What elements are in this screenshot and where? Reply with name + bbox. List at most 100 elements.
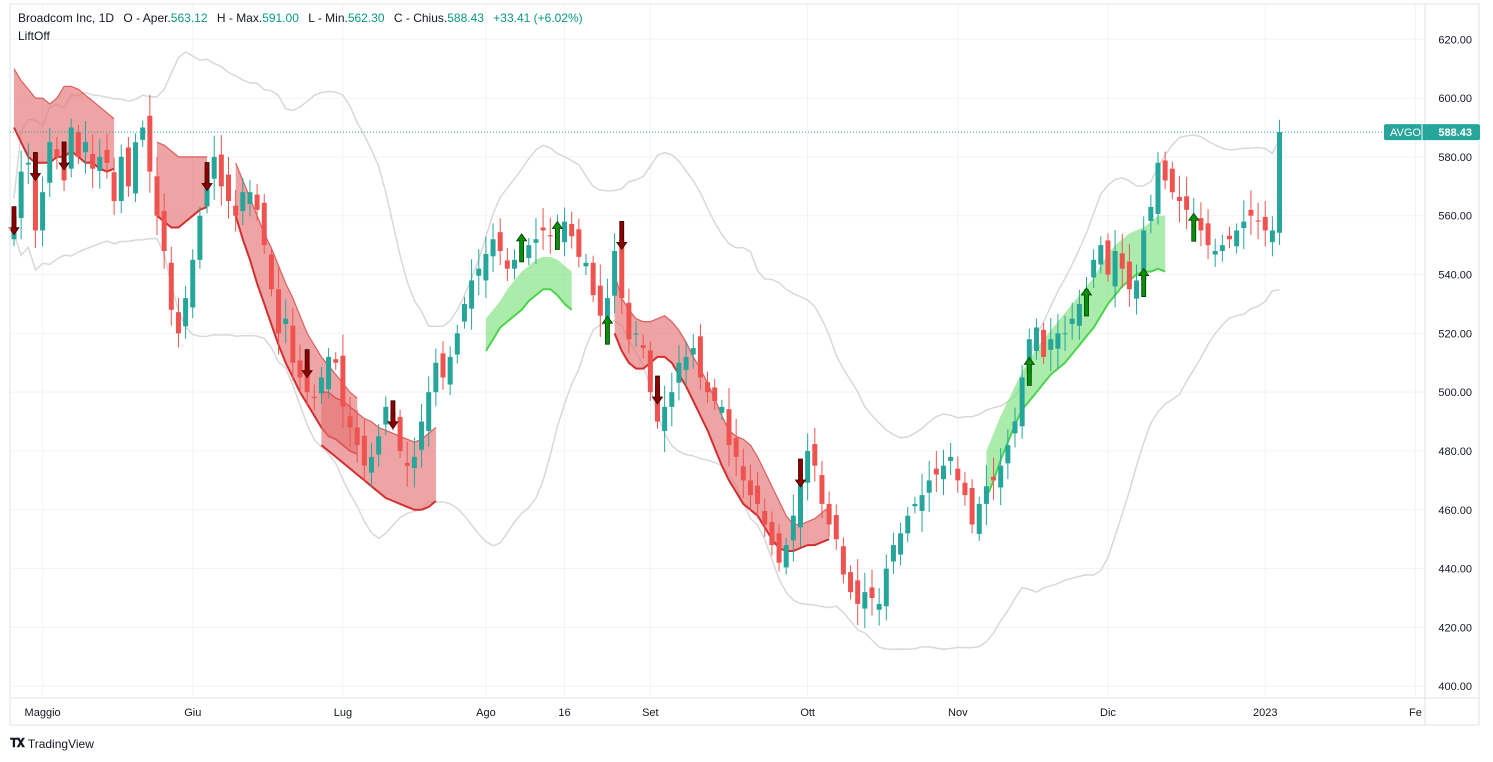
candle [705, 371, 711, 403]
candle [876, 588, 882, 626]
candle [433, 348, 439, 407]
candle-body [726, 409, 732, 446]
candle [297, 344, 303, 394]
indicator-name[interactable]: LiftOff [18, 29, 50, 43]
candle [1126, 243, 1132, 307]
candle [1119, 233, 1125, 289]
high-label: H [216, 11, 226, 25]
candle-body [461, 303, 467, 322]
candle-body [855, 580, 861, 604]
candle [948, 442, 954, 476]
candle [576, 218, 582, 268]
bollinger-upper [13, 51, 1281, 439]
candle-body [919, 495, 925, 511]
candle [25, 143, 31, 184]
candle-body [1162, 160, 1168, 181]
candle-body [1012, 421, 1018, 434]
candle-body [1055, 333, 1061, 349]
candle-body [175, 312, 181, 334]
tradingview-logo[interactable]: 𝐓𝐗 TradingView [10, 736, 94, 751]
symbol-name[interactable]: Broadcom Inc [18, 11, 93, 25]
candle [404, 441, 410, 487]
red-band-top [13, 68, 115, 120]
candle-body [1212, 251, 1218, 255]
candle-body [540, 227, 546, 231]
candle-body [140, 127, 146, 140]
candle-body [626, 302, 632, 340]
candle [1184, 176, 1190, 230]
candle-body [1091, 259, 1097, 278]
candle [1062, 315, 1068, 351]
candle-body [447, 356, 453, 385]
candle [998, 448, 1004, 506]
candle-body [1262, 216, 1268, 231]
candle [755, 471, 761, 519]
candle-body [118, 156, 124, 202]
candle-body [562, 221, 568, 243]
candle [697, 323, 703, 390]
candle-body [790, 515, 796, 541]
candle-body [347, 416, 353, 428]
candle [776, 524, 782, 572]
candle [569, 211, 575, 249]
candle [912, 496, 918, 514]
candle [90, 134, 96, 189]
candle-body [83, 142, 88, 153]
candle-body [705, 382, 711, 393]
y-tick-label: 580.00 [1438, 152, 1472, 164]
candle [183, 285, 189, 339]
candle [676, 345, 682, 401]
interval[interactable]: 1D [98, 11, 115, 25]
candle-body [662, 406, 668, 431]
candle-body [1234, 230, 1240, 247]
candle-body [697, 336, 703, 378]
candle [190, 249, 196, 319]
candle [1219, 234, 1225, 262]
y-tick-label: 540.00 [1438, 270, 1472, 282]
candle-body [762, 510, 768, 525]
candle-body [25, 162, 31, 165]
candle-body [1148, 206, 1154, 222]
candle-body [1126, 261, 1132, 290]
candle [254, 183, 260, 221]
x-tick-label: Fe [1409, 707, 1422, 719]
candle [562, 207, 568, 257]
candle [397, 409, 403, 459]
candle [1105, 233, 1111, 282]
price-tag-ticker: AVGO [1390, 127, 1421, 139]
candle-body [869, 587, 875, 599]
candle [740, 448, 746, 499]
candle-body [826, 503, 832, 525]
candle-body [454, 333, 460, 355]
candle [1155, 152, 1161, 225]
buy-arrow-icon [1023, 356, 1036, 386]
x-tick-label: 2023 [1253, 707, 1277, 719]
candle [161, 193, 167, 269]
candle [840, 537, 846, 584]
candle-body [569, 223, 575, 237]
red-band [614, 274, 830, 551]
candle [83, 121, 88, 174]
candle-body [769, 522, 775, 546]
time-axis[interactable]: Maggio Giu Lug Ago 16 Set Ott Nov Dic 2023 Fe [25, 707, 1422, 719]
price-tag-bg [1384, 124, 1480, 141]
price-axis[interactable]: 400.00 420.00 440.00 460.00 480.00 500.00 520.… [1438, 34, 1472, 693]
candle-body [276, 289, 282, 334]
candle [140, 120, 146, 147]
candle-body [497, 232, 503, 252]
candle-body [504, 260, 510, 269]
open-value: 563.12 [170, 11, 208, 25]
candle-body [40, 192, 46, 231]
candle-body [1227, 235, 1232, 240]
candle [626, 288, 632, 354]
y-tick-label: 500.00 [1438, 387, 1472, 399]
candle-body [776, 533, 782, 563]
candle-body [1019, 377, 1025, 427]
candle-body [483, 253, 489, 281]
price-tag-price: 588.43 [1438, 127, 1472, 139]
candle [640, 334, 646, 359]
candle [68, 118, 74, 178]
candle-body [812, 443, 818, 466]
candle-body [90, 153, 96, 169]
